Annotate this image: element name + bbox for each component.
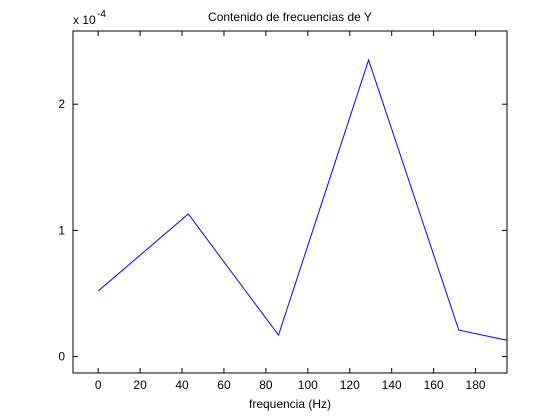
x-tick-label: 180 — [466, 378, 486, 392]
x-axis-label: frequencia (Hz) — [249, 397, 331, 411]
y-tick-label: 2 — [58, 97, 65, 111]
y-tick-label: 0 — [58, 350, 65, 364]
y-exponent-power: -4 — [97, 9, 106, 20]
series-line — [97, 58, 508, 341]
x-tick-label: 0 — [95, 378, 102, 392]
y-tick-label: 1 — [58, 223, 65, 237]
x-tick-label: 20 — [133, 378, 147, 392]
series-layer — [97, 58, 508, 341]
x-tick-label: 40 — [175, 378, 189, 392]
x-tick-label: 60 — [217, 378, 231, 392]
x-tick-label: 100 — [298, 378, 318, 392]
axes-box — [72, 30, 508, 374]
x-tick-label: 80 — [259, 378, 273, 392]
x-tick-label: 120 — [340, 378, 360, 392]
x-tick-label: 140 — [382, 378, 402, 392]
labels-layer: Contenido de frecuencias de Y frequencia… — [73, 9, 372, 411]
plot-area — [73, 31, 507, 373]
y-exponent-base: x 10 — [73, 13, 96, 27]
x-tick-label: 160 — [424, 378, 444, 392]
chart-title: Contenido de frecuencias de Y — [208, 10, 372, 24]
ticks-layer: 0 20 40 60 80 100 120 140 160 180 0 1 2 — [58, 31, 507, 392]
